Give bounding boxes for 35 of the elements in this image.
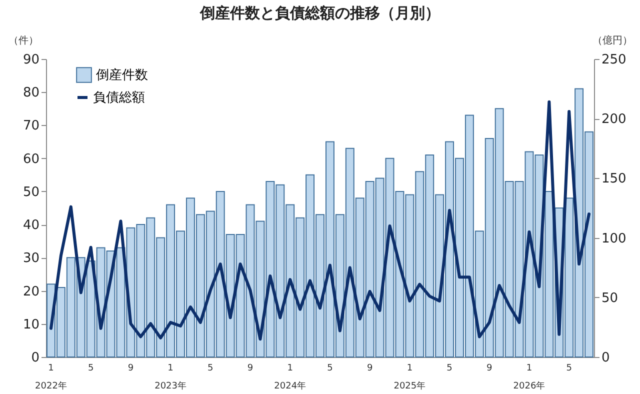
x-tick-label: 9: [128, 364, 134, 374]
x-tick-label: 9: [247, 364, 254, 374]
x-tick-label: 1 2026年: [513, 364, 546, 392]
y2-tick-label: 250: [602, 52, 626, 68]
x-tick-label: 1 2022年: [35, 364, 67, 392]
y-tick-label: 80: [22, 86, 40, 101]
chart-title: 倒産件数と負債総額の推移（月別）: [199, 4, 440, 22]
x-tick-label: 5: [327, 364, 333, 374]
legend-label: 負債総額: [93, 90, 145, 106]
y-tick-label: 60: [22, 152, 40, 167]
y-tick-label: 90: [22, 52, 40, 68]
x-tick-label: 5: [566, 364, 572, 374]
x-tick-label: 9: [486, 364, 493, 374]
x-tick-label: 5: [208, 364, 214, 374]
y-axis-title: （件）: [8, 36, 38, 46]
x-tick-label: 5: [88, 364, 94, 374]
y2-tick-label: 50: [602, 290, 618, 306]
y2-tick-label: 0: [602, 350, 610, 366]
x-tick-label: 1 2025年: [394, 364, 426, 392]
y2-tick-label: 200: [602, 112, 626, 128]
y-tick-label: 70: [22, 118, 40, 134]
y2-axis-title: （億円）: [592, 34, 632, 46]
y-tick-label: 30: [22, 251, 40, 266]
y-tick-label: 0: [31, 350, 40, 366]
y2-tick-label: 150: [602, 172, 626, 187]
y-tick-label: 10: [22, 317, 40, 332]
x-tick-label: 5: [446, 364, 452, 374]
y-tick-label: 50: [22, 184, 40, 200]
y-tick-label: 20: [22, 284, 40, 300]
x-tick-label: 9: [366, 364, 373, 374]
y2-tick-label: 100: [602, 231, 626, 246]
legend-label: 倒産件数: [96, 67, 148, 83]
y-tick-label: 40: [22, 218, 40, 234]
x-tick-label: 1 2024年: [274, 364, 306, 392]
x-tick-label: 1 2023年: [154, 364, 186, 392]
